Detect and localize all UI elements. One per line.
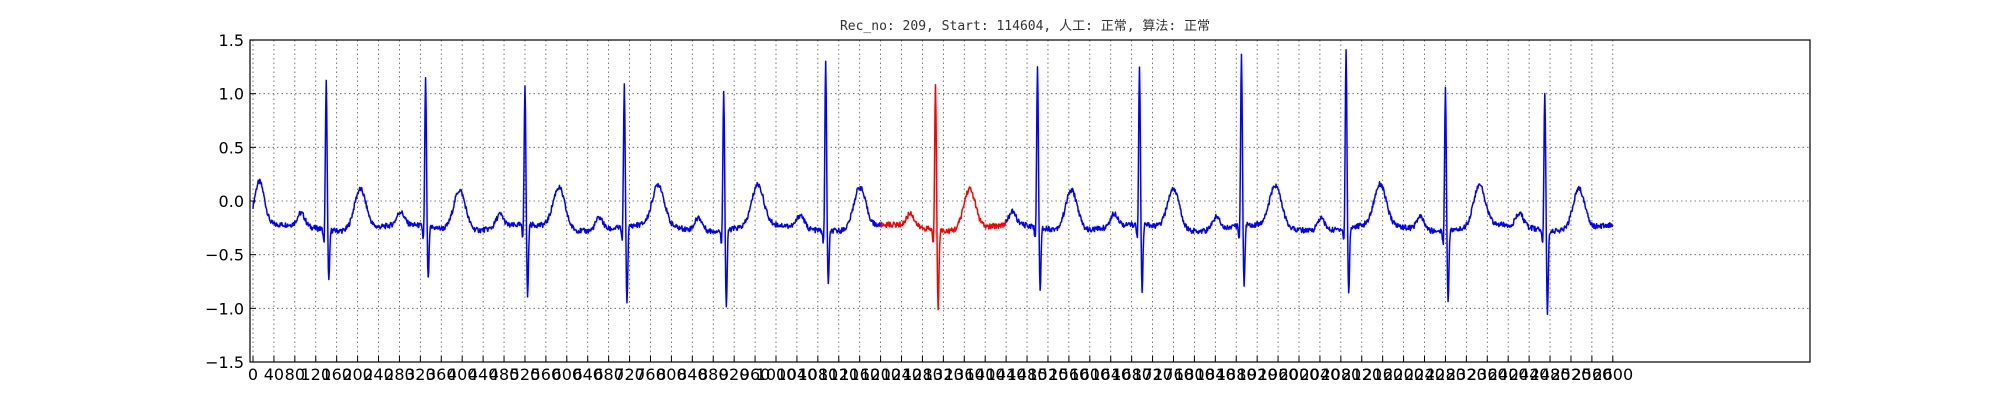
x-tick-label: 1240: [881, 365, 922, 384]
x-tick-label: 1520: [1028, 365, 1069, 384]
x-tick-label: 120: [300, 365, 331, 384]
x-tick-label: 1480: [1007, 365, 1048, 384]
x-tick-label: 360: [426, 365, 457, 384]
x-tick-label: 1560: [1049, 365, 1090, 384]
x-tick-label: 1080: [797, 365, 838, 384]
y-tick-label: −1.0: [205, 299, 244, 318]
x-tick-label: 2200: [1383, 365, 1424, 384]
x-tick-label: 1960: [1258, 365, 1299, 384]
x-tick-label: 1440: [986, 365, 1027, 384]
y-tick-label: −0.5: [205, 246, 244, 265]
y-axis: 1.5 1.0 0.5 0.0 −0.5 −1.0 −1.5: [205, 31, 256, 372]
x-tick-label: 600: [552, 365, 583, 384]
x-tick-label: 2080: [1320, 365, 1361, 384]
y-tick-label: 0.0: [219, 192, 244, 211]
x-tick-label: 2600: [1592, 365, 1633, 384]
x-tick-label: 2480: [1530, 365, 1571, 384]
x-tick-label: 200: [342, 365, 373, 384]
x-tick-label: 1280: [902, 365, 943, 384]
x-tick-label: 1800: [1174, 365, 1215, 384]
x-tick-label: 2000: [1279, 365, 1320, 384]
ecg-line-normal: [252, 60, 882, 308]
x-tick-label: 160: [321, 365, 352, 384]
x-tick-label: 1760: [1153, 365, 1194, 384]
grid-lines: [250, 39, 1810, 363]
x-tick-label: 520: [510, 365, 541, 384]
y-tick-label: −1.5: [205, 353, 244, 372]
x-tick-label: 2280: [1425, 365, 1466, 384]
x-tick-label: 680: [593, 365, 624, 384]
x-tick-label: 480: [489, 365, 520, 384]
x-tick-label: 1000: [756, 365, 797, 384]
y-tick-label: 1.5: [219, 31, 244, 50]
x-tick-label: 1600: [1069, 365, 1110, 384]
ecg-line-normal: [1005, 49, 1614, 316]
x-tick-label: 1720: [1132, 365, 1173, 384]
x-tick-label: 560: [531, 365, 562, 384]
x-tick-label: 640: [572, 365, 603, 384]
x-tick-label: 320: [405, 365, 436, 384]
x-tick-label: 1200: [860, 365, 901, 384]
x-tick-label: 1640: [1090, 365, 1131, 384]
x-tick-label: 1160: [839, 365, 880, 384]
x-tick-label: 960: [740, 365, 771, 384]
x-tick-label: 2400: [1488, 365, 1529, 384]
chart-title: Rec_no: 209, Start: 114604, 人工: 正常, 算法: …: [840, 19, 1210, 34]
x-tick-label: 400: [447, 365, 478, 384]
x-tick-label: 1120: [818, 365, 859, 384]
x-tick-label: 2120: [1341, 365, 1382, 384]
x-tick-label: 920: [719, 365, 750, 384]
x-tick-label: 40: [264, 365, 284, 384]
x-tick-label: 1040: [777, 365, 818, 384]
y-tick-label: 1.0: [219, 85, 244, 104]
x-tick-label: 2440: [1509, 365, 1550, 384]
x-axis: 0 40 8012016020024028032036040044048052056…: [248, 356, 1633, 384]
x-tick-label: 1320: [923, 365, 964, 384]
x-tick-label: 2320: [1446, 365, 1487, 384]
x-tick-label: 2040: [1300, 365, 1341, 384]
x-tick-label: 840: [677, 365, 708, 384]
x-tick-label: 0: [248, 365, 258, 384]
x-tick-label: 2520: [1551, 365, 1592, 384]
x-tick-label: 720: [614, 365, 645, 384]
x-tick-label: 880: [698, 365, 729, 384]
x-tick-label: 1400: [965, 365, 1006, 384]
x-tick-label: 760: [635, 365, 666, 384]
x-tick-label: 2240: [1404, 365, 1445, 384]
x-tick-label: 1880: [1216, 365, 1257, 384]
x-tick-label: 440: [468, 365, 499, 384]
x-tick-label: 1680: [1111, 365, 1152, 384]
x-tick-label: 80: [285, 365, 305, 384]
x-tick-label: 240: [363, 365, 394, 384]
x-tick-label: 280: [384, 365, 415, 384]
y-tick-label: 0.5: [219, 138, 244, 157]
x-tick-label: 1840: [1195, 365, 1236, 384]
ecg-line-highlight: [880, 83, 1007, 311]
ecg-series: [252, 49, 1614, 316]
x-tick-label: 2360: [1467, 365, 1508, 384]
x-tick-label: 2560: [1572, 365, 1613, 384]
x-tick-label: 2160: [1362, 365, 1403, 384]
x-tick-label: 1920: [1237, 365, 1278, 384]
x-tick-label: 1360: [944, 365, 985, 384]
x-tick-label: 800: [656, 365, 687, 384]
